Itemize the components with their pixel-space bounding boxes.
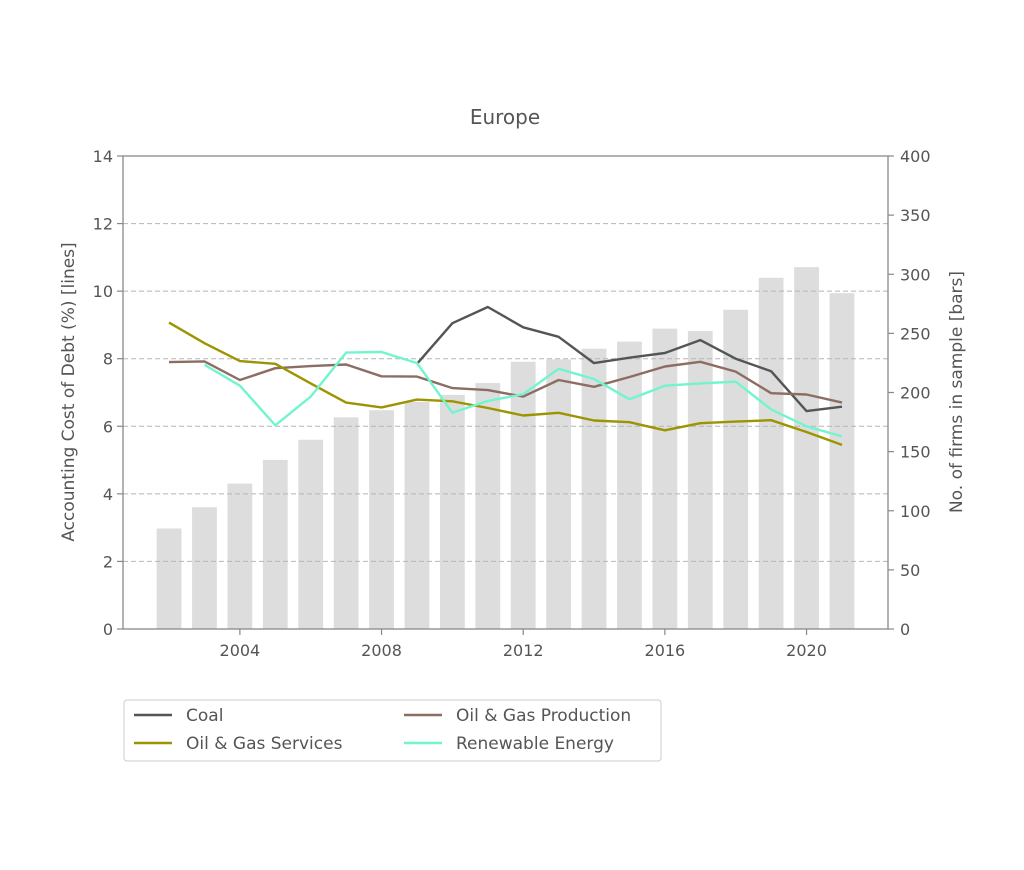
- bar-2017: [687, 331, 713, 629]
- y-right-tick-label: 400: [900, 147, 931, 166]
- series-line-renewable-energy: [203, 350, 843, 438]
- series-line-oil-gas-services: [168, 321, 843, 447]
- x-tick-label: 2004: [220, 641, 261, 660]
- legend: Coal Oil & Gas Services Oil & Gas Producti…: [123, 699, 662, 762]
- y-tick-label: 10: [93, 282, 113, 301]
- y-tick-label: 14: [93, 147, 113, 166]
- bar-2016: [652, 328, 678, 629]
- bar-2021: [829, 293, 855, 629]
- chart-title: Europe: [470, 105, 540, 129]
- bar-2007: [333, 417, 359, 629]
- y-tick-label: 8: [103, 350, 113, 369]
- bar-2012: [510, 361, 536, 629]
- bar-2002: [156, 528, 182, 629]
- bar-2015: [617, 341, 642, 629]
- ticks-layer: 0 2 4 6 8 10 12 14 0 50 100 150 200 250 300 350 400 2004 2…: [93, 147, 931, 660]
- y-tick-label: 2: [103, 552, 113, 571]
- bars-layer: [156, 267, 855, 629]
- y-right-tick-label: 150: [900, 443, 931, 462]
- x-tick-label: 2016: [645, 641, 686, 660]
- bar-2010: [439, 394, 465, 629]
- y-right-tick-label: 250: [900, 324, 931, 343]
- series-line-coal: [416, 305, 843, 413]
- x-tick-label: 2012: [503, 641, 544, 660]
- y-right-tick-label: 200: [900, 384, 931, 403]
- bar-2005: [262, 459, 288, 629]
- y-tick-label: 6: [103, 417, 113, 436]
- y-axis-left-label: Accounting Cost of Debt (%) [lines]: [59, 242, 79, 541]
- x-tick-label: 2020: [786, 641, 827, 660]
- bar-2019: [758, 277, 784, 629]
- y-tick-label: 4: [103, 485, 113, 504]
- y-tick-label: 0: [103, 620, 113, 639]
- bar-2020: [794, 267, 819, 629]
- y-right-tick-label: 300: [900, 265, 931, 284]
- y-axis-right-label: No. of firms in sample [bars]: [947, 271, 967, 513]
- x-tick-label: 2008: [361, 641, 402, 660]
- bar-2003: [192, 507, 217, 629]
- bar-2006: [298, 439, 324, 629]
- bar-2011: [475, 383, 501, 629]
- legend-box: [123, 699, 662, 762]
- y-right-tick-label: 0: [900, 620, 910, 639]
- bar-2014: [581, 348, 607, 629]
- y-right-tick-label: 100: [900, 502, 931, 521]
- legend-label-renewable-energy: Renewable Energy: [456, 734, 614, 754]
- bar-2009: [404, 401, 430, 629]
- y-right-tick-label: 350: [900, 206, 931, 225]
- bar-2018: [723, 309, 749, 629]
- y-tick-label: 12: [93, 215, 113, 234]
- bar-2004: [227, 483, 253, 629]
- bar-2008: [369, 410, 394, 629]
- lines-layer: [168, 305, 843, 447]
- legend-label-oil-gas-production: Oil & Gas Production: [456, 706, 631, 726]
- legend-label-coal: Coal: [186, 706, 223, 726]
- y-right-tick-label: 50: [900, 561, 920, 580]
- legend-label-oil-gas-services: Oil & Gas Services: [186, 734, 343, 754]
